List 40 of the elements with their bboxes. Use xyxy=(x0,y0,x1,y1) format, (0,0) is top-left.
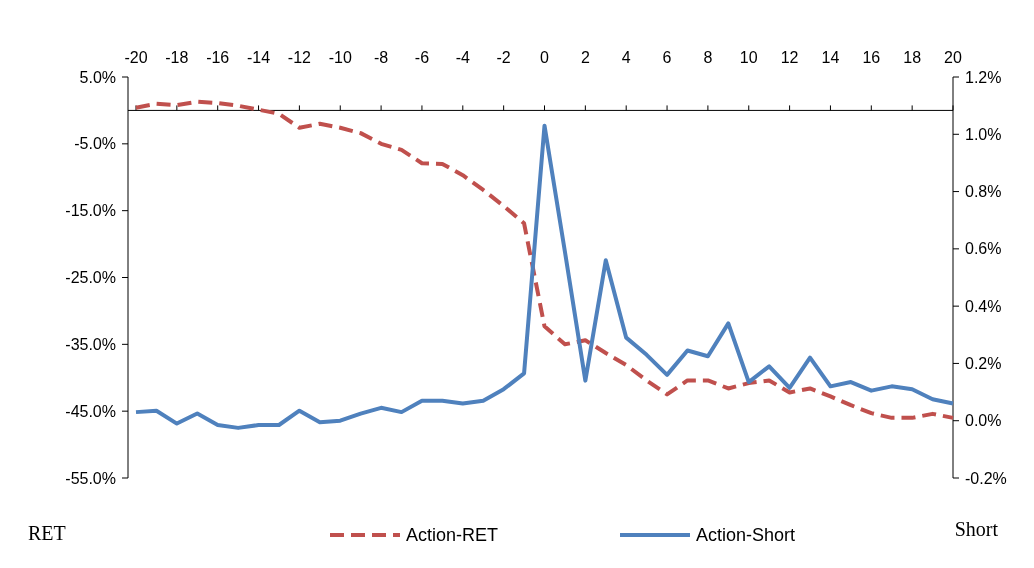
x-tick-label: -6 xyxy=(414,49,430,66)
x-tick-label: -12 xyxy=(287,49,312,66)
legend-label: Action-RET xyxy=(406,525,499,546)
x-tick-label: -10 xyxy=(328,49,352,66)
y2-tick-label: 0.4% xyxy=(965,297,1002,315)
y2-tick-label: 0.2% xyxy=(965,355,1002,373)
x-tick-label: 20 xyxy=(944,49,962,66)
legend-label: Action-Short xyxy=(696,525,796,546)
y2-tick-label: 0.0% xyxy=(965,412,1002,430)
x-tick-label: -8 xyxy=(373,49,389,66)
x-tick-label: -2 xyxy=(496,49,511,66)
y-tick-label: -15.0% xyxy=(65,202,116,220)
y2-tick-label: 1.2% xyxy=(965,68,1002,86)
y-tick-label: -35.0% xyxy=(65,335,116,353)
x-tick-label: 12 xyxy=(780,49,799,66)
y-tick-label: -25.0% xyxy=(65,269,116,287)
x-tick-label: 4 xyxy=(621,49,631,66)
x-tick-label: -18 xyxy=(165,49,189,66)
x-tick-label: 2 xyxy=(580,49,590,66)
x-tick-label: -16 xyxy=(206,49,230,66)
y2-tick-label: 0.6% xyxy=(965,240,1002,258)
x-tick-label: 8 xyxy=(703,49,713,66)
y-axis-title: RET xyxy=(28,522,66,544)
y-tick-label: -45.0% xyxy=(65,402,116,420)
y-tick-label: 5.0% xyxy=(79,68,116,86)
y-tick-label: -5.0% xyxy=(74,135,116,153)
y2-tick-label: 0.8% xyxy=(965,183,1002,201)
y2-tick-label: 1.0% xyxy=(965,125,1002,143)
y-tick-label: -55.0% xyxy=(65,469,116,487)
x-tick-label: 18 xyxy=(903,49,922,66)
x-tick-label: 14 xyxy=(821,49,840,66)
x-tick-label: 16 xyxy=(862,49,881,66)
x-tick-label: 0 xyxy=(540,49,550,66)
x-tick-label: -4 xyxy=(455,49,471,66)
y2-tick-label: -0.2% xyxy=(965,469,1007,487)
x-tick-label: -14 xyxy=(246,49,271,66)
x-tick-label: 10 xyxy=(739,49,758,66)
x-tick-label: 6 xyxy=(662,49,672,66)
y2-axis-title: Short xyxy=(954,518,999,540)
x-tick-label: -20 xyxy=(124,49,148,66)
